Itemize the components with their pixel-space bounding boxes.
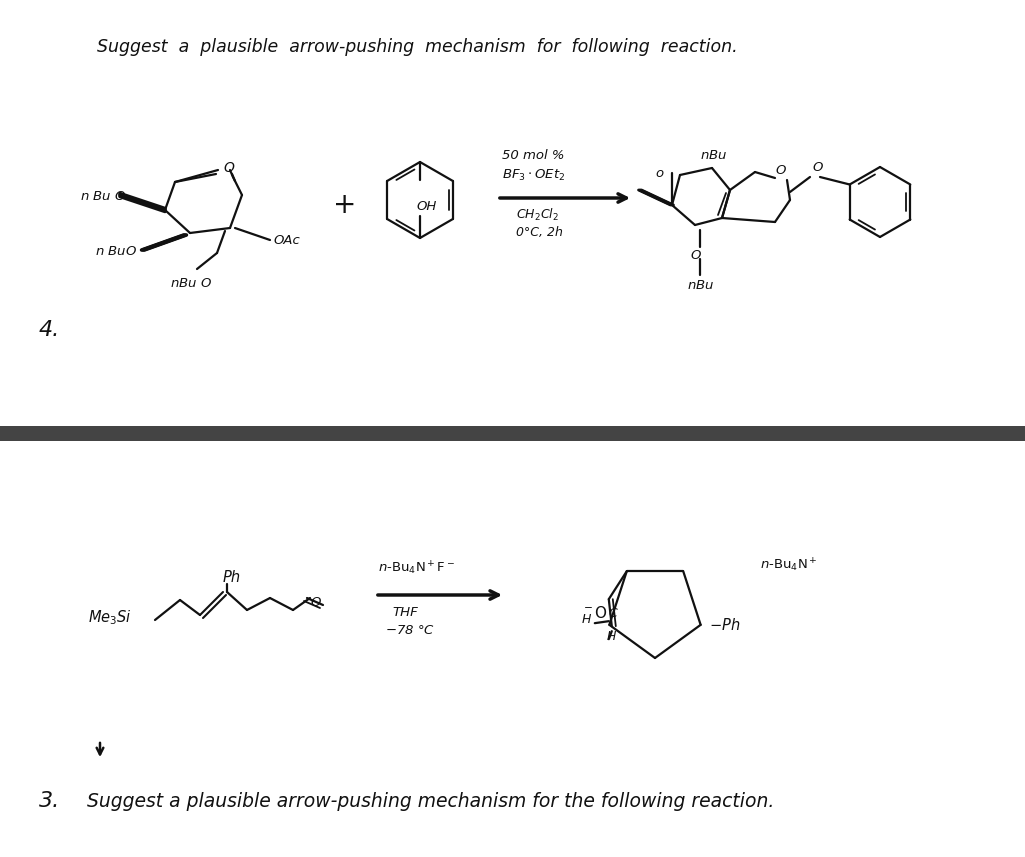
Text: Ph: Ph	[223, 571, 241, 585]
Text: O: O	[690, 249, 700, 261]
Text: $n$ Bu O: $n$ Bu O	[80, 189, 126, 202]
Text: 0°C, 2h: 0°C, 2h	[516, 225, 563, 238]
Text: $n$Bu: $n$Bu	[700, 148, 728, 161]
Text: O: O	[310, 596, 321, 608]
Text: THF: THF	[392, 606, 418, 619]
Text: $BF_3 \cdot OEt_2$: $BF_3 \cdot OEt_2$	[502, 167, 565, 183]
Text: 3.: 3.	[39, 791, 60, 812]
Bar	[0, 426, 1025, 441]
Text: $-$78 °C: $-$78 °C	[385, 624, 435, 637]
Text: $^-$O: $^-$O	[581, 605, 608, 620]
Text: O: O	[775, 164, 785, 177]
Text: H: H	[607, 630, 616, 643]
Text: O: O	[223, 161, 234, 175]
Text: O: O	[812, 160, 822, 173]
Text: 4.: 4.	[39, 320, 60, 340]
Text: $n$Bu O: $n$Bu O	[170, 277, 212, 290]
Text: $n$-Bu$_4$N$^+$: $n$-Bu$_4$N$^+$	[760, 556, 818, 573]
Text: 50 mol %: 50 mol %	[502, 148, 565, 161]
Text: OH: OH	[416, 200, 437, 213]
Text: $n$-Bu$_4$N$^+$F$^-$: $n$-Bu$_4$N$^+$F$^-$	[378, 560, 455, 577]
Text: OAc: OAc	[273, 233, 299, 247]
Text: $n$Bu: $n$Bu	[687, 279, 714, 291]
Text: $Me_3Si$: $Me_3Si$	[88, 608, 132, 627]
Text: Suggest a plausible arrow-pushing mechanism for the following reaction.: Suggest a plausible arrow-pushing mechan…	[87, 792, 775, 811]
Text: +: +	[333, 191, 357, 219]
Text: o: o	[655, 166, 663, 179]
Text: Suggest  a  plausible  arrow-pushing  mechanism  for  following  reaction.: Suggest a plausible arrow-pushing mechan…	[97, 38, 738, 57]
Text: $-$Ph: $-$Ph	[708, 617, 740, 632]
Text: H: H	[582, 613, 591, 626]
Text: $CH_2Cl_2$: $CH_2Cl_2$	[516, 207, 559, 223]
Text: C: C	[609, 607, 617, 620]
Text: $n$ BuO: $n$ BuO	[95, 244, 137, 257]
